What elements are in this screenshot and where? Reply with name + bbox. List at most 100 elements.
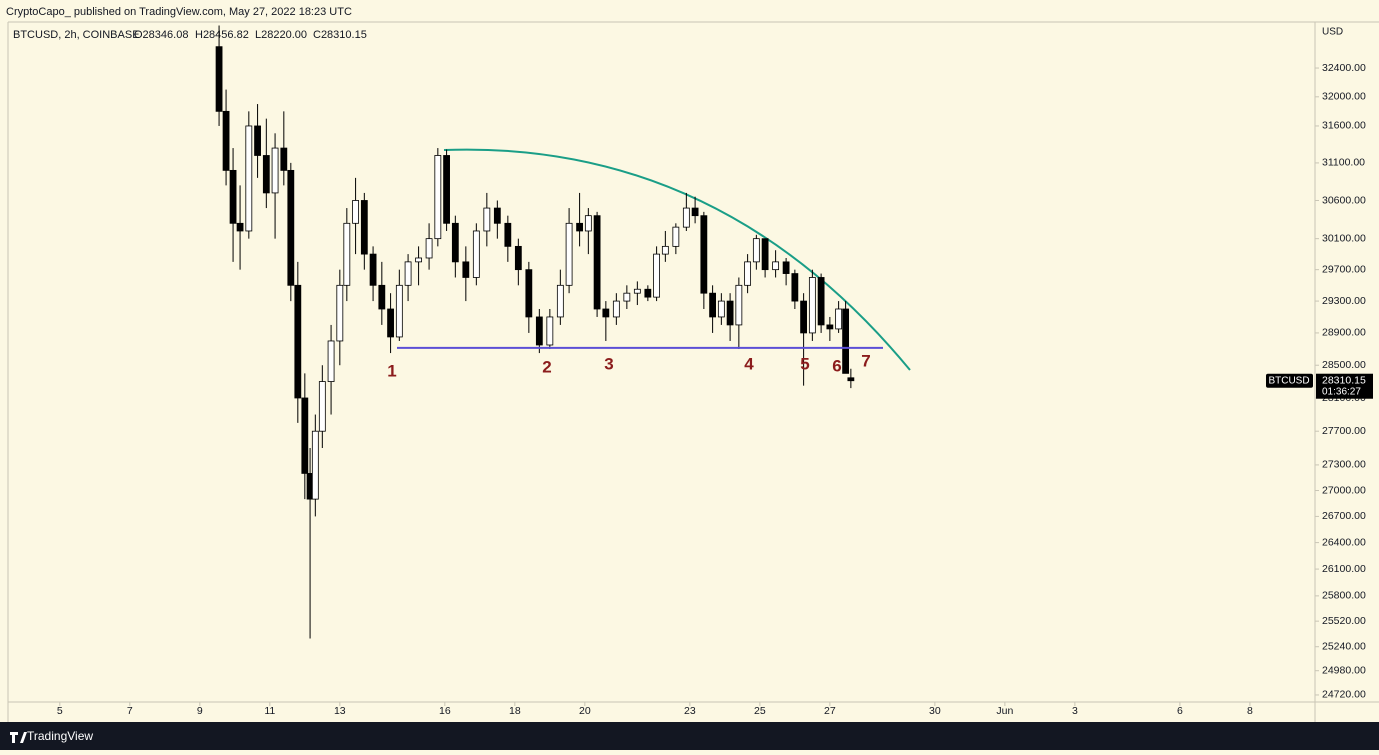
- candle-body: [327, 340, 335, 382]
- candle-body: [472, 230, 480, 278]
- currency: USD: [1322, 27, 1343, 38]
- candle-body: [387, 308, 394, 338]
- y-tick-label: 27000.00: [1322, 484, 1366, 496]
- trend-curve: [443, 148, 911, 371]
- candle-body: [369, 253, 377, 286]
- x-tick-label: 5: [57, 705, 63, 717]
- y-tick-label: 29300.00: [1322, 295, 1366, 307]
- y-tick-label: 26700.00: [1322, 510, 1366, 522]
- candle-body: [434, 155, 442, 240]
- candle-body: [556, 284, 564, 318]
- footer-logo: TradingView: [10, 729, 93, 743]
- candle-body: [661, 245, 669, 255]
- x-tick-label: 30: [929, 705, 941, 717]
- candle-body: [576, 222, 583, 232]
- candle-body: [254, 125, 261, 156]
- candle-body: [602, 308, 610, 318]
- candle-body: [280, 147, 288, 171]
- annotation-label: 3: [604, 354, 613, 373]
- y-tick-label: 24980.00: [1322, 664, 1366, 676]
- candle-body: [726, 300, 734, 326]
- candle-body: [425, 238, 433, 259]
- y-tick-label: 32400.00: [1322, 62, 1366, 74]
- candle-body: [735, 284, 743, 326]
- ohlc-open: O28346.08: [134, 29, 188, 41]
- x-tick-label: 25: [754, 705, 766, 717]
- y-tick-label: 30600.00: [1322, 194, 1366, 206]
- candle-body: [262, 155, 270, 194]
- x-tick-label: 18: [509, 705, 521, 717]
- candle-body: [791, 273, 799, 302]
- candle-body: [378, 284, 386, 310]
- y-tick-label: 31600.00: [1322, 120, 1366, 132]
- candle-body: [612, 300, 620, 318]
- candle-body: [336, 284, 344, 342]
- x-tick-label: 11: [264, 705, 275, 717]
- y-tick-label: 25240.00: [1322, 641, 1366, 653]
- candle-body: [236, 222, 244, 232]
- candle-body: [682, 207, 690, 228]
- annotation-label: 4: [744, 354, 754, 373]
- candle-body: [301, 397, 309, 474]
- footer-text: TradingView: [27, 729, 93, 743]
- candle-body: [761, 238, 769, 271]
- candle-body: [443, 155, 450, 224]
- candle-body: [842, 308, 850, 374]
- candle-body: [343, 222, 351, 286]
- y-tick-label: 27300.00: [1322, 459, 1366, 471]
- x-tick-label: 23: [684, 705, 696, 717]
- candle-body: [245, 125, 253, 232]
- candle-body: [584, 215, 592, 232]
- candle-body: [514, 245, 522, 271]
- ohlc-low: L28220.00: [255, 29, 307, 41]
- price-tag-box: [1316, 373, 1373, 399]
- y-tick-label: 24720.00: [1322, 689, 1366, 701]
- candle-body: [504, 222, 512, 247]
- candle-body: [691, 207, 699, 217]
- annotation-label: 6: [832, 356, 841, 375]
- annotation-label: 5: [800, 354, 809, 373]
- price-tag-symbol: BTCUSD: [1268, 375, 1309, 386]
- y-tick-label: 28900.00: [1322, 327, 1366, 339]
- y-tick-label: 26100.00: [1322, 563, 1366, 575]
- annotation-label: 2: [542, 357, 551, 376]
- candle-body: [772, 261, 780, 271]
- x-tick-label: 3: [1072, 705, 1078, 717]
- candle-body: [352, 200, 359, 224]
- candle-body: [318, 381, 326, 432]
- y-tick-label: 30100.00: [1322, 232, 1366, 244]
- candle-body: [808, 277, 816, 334]
- candle-body: [826, 324, 834, 330]
- symbol: BTCUSD, 2h, COINBASE: [13, 29, 140, 41]
- candle-body: [493, 207, 501, 224]
- candle-body: [752, 238, 760, 263]
- candle-body: [653, 253, 660, 298]
- y-tick-label: 31100.00: [1322, 157, 1365, 169]
- x-tick-label: 20: [579, 705, 591, 717]
- y-tick-label: 25520.00: [1322, 615, 1366, 627]
- candle-body: [294, 284, 302, 399]
- x-tick-label: 9: [197, 705, 203, 717]
- ohlc-close: C28310.15: [313, 29, 367, 41]
- y-tick-label: 32000.00: [1322, 91, 1366, 103]
- x-tick-label: 16: [439, 705, 451, 717]
- y-tick-label: 27700.00: [1322, 425, 1366, 437]
- y-tick-label: 29700.00: [1322, 263, 1366, 275]
- candle-body: [360, 200, 368, 255]
- x-tick-label: Jun: [996, 705, 1013, 717]
- candle-body: [525, 269, 533, 318]
- candle-body: [644, 288, 652, 298]
- candle-body: [623, 292, 631, 302]
- candle-body: [271, 147, 279, 194]
- candle-body: [287, 169, 295, 286]
- price-tag-countdown: 01:36:27: [1322, 386, 1361, 397]
- candle-body: [672, 226, 680, 247]
- ohlc-high: H28456.82: [195, 29, 249, 41]
- price-tag-symbol-box: [1266, 373, 1313, 388]
- candle-body: [565, 222, 573, 286]
- candle-body: [404, 261, 412, 286]
- candle-body: [395, 284, 403, 338]
- candle-body: [782, 261, 790, 274]
